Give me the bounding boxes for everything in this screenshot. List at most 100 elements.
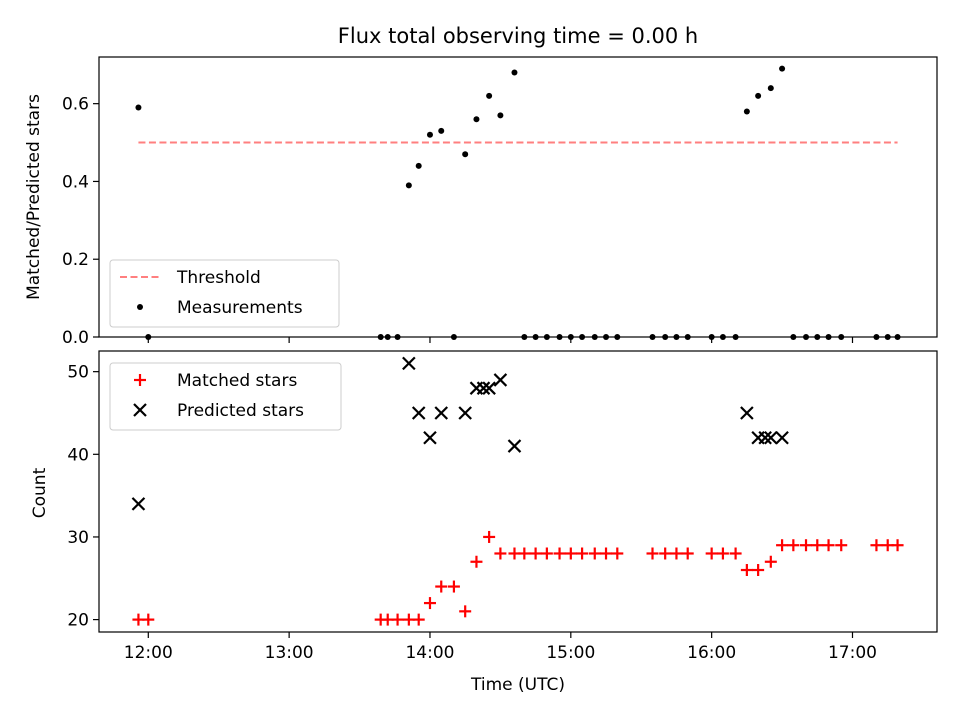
measurements-point [438, 127, 445, 134]
matched-stars-point [681, 547, 694, 560]
top-y-tick-label: 0.0 [62, 328, 89, 348]
matched-stars-point [822, 539, 835, 552]
top-panel: Matched/Predicted stars 0.0 0.2 0.4 0.6 Thre… [24, 56, 938, 348]
legend-marker-matched-stars [134, 374, 146, 386]
matched-stars-point [752, 564, 765, 577]
matched-stars-point [494, 547, 507, 560]
top-legend: Threshold Measurements [109, 259, 340, 328]
x-tick-label: 17:00 [828, 643, 877, 663]
matched-stars-point [142, 613, 155, 626]
predicted-stars-point [476, 381, 491, 395]
measurements-point [462, 151, 469, 158]
bottom-data [131, 356, 904, 626]
measurements-point [405, 182, 412, 189]
matched-stars-point [729, 547, 742, 560]
predicted-stars-point [458, 406, 472, 420]
predicted-stars-point [131, 497, 146, 511]
matched-stars-point [576, 547, 589, 560]
top-y-axis-label: Matched/Predicted stars [24, 94, 44, 300]
legend-label-matched-stars: Matched stars [177, 371, 297, 391]
measurements-point [743, 108, 750, 115]
measurements-point [415, 162, 422, 169]
bottom-y-axis-label: Count [30, 467, 50, 518]
legend-label-measurements: Measurements [177, 298, 303, 318]
matched-stars-point [611, 547, 624, 560]
legend-label-threshold: Threshold [176, 268, 261, 288]
x-tick-label: 15:00 [546, 643, 595, 663]
predicted-stars-point [493, 373, 508, 387]
matched-stars-point [447, 580, 460, 593]
legend-item-predicted-stars: Predicted stars [133, 401, 304, 421]
matched-stars-point [391, 613, 404, 626]
predicted-stars-point [482, 381, 496, 395]
predicted-stars-point [775, 431, 789, 445]
measurements-point [767, 85, 774, 92]
matched-stars-point [835, 539, 848, 552]
legend-item-measurements: Measurements [137, 298, 303, 318]
x-tick-label: 16:00 [687, 643, 736, 663]
bottom-panel: Count 20 30 40 50 12:00 13:00 14:00 15:00 16:00 1… [30, 350, 938, 663]
bottom-y-tick-label: 40 [67, 445, 89, 465]
matched-stars-point [659, 547, 672, 560]
bottom-y-tick-label: 50 [67, 363, 89, 383]
matched-stars-point [646, 547, 659, 560]
matched-stars-point [670, 547, 683, 560]
legend-label-predicted-stars: Predicted stars [177, 401, 304, 421]
top-y-tick-label: 0.6 [62, 95, 89, 115]
matched-stars-point [740, 564, 753, 577]
top-y-tick-label: 0.2 [62, 250, 89, 270]
top-plot-frame [98, 56, 938, 338]
matched-stars-point [553, 547, 566, 560]
x-tick-label: 12:00 [124, 643, 173, 663]
matched-stars-point [483, 530, 496, 543]
matched-stars-point [870, 539, 883, 552]
measurements-point [473, 116, 480, 123]
matched-stars-point [811, 539, 824, 552]
matched-stars-point [529, 547, 542, 560]
matched-stars-point [705, 547, 718, 560]
chart-title: Flux total observing time = 0.00 h [338, 24, 698, 48]
matched-stars-point [588, 547, 601, 560]
matched-stars-point [716, 547, 729, 560]
x-tick-label: 13:00 [265, 643, 314, 663]
predicted-stars-point [764, 431, 778, 445]
matched-stars-point [776, 539, 789, 552]
predicted-stars-point [740, 406, 754, 420]
matched-stars-point [600, 547, 613, 560]
x-tick-label: 14:00 [405, 643, 454, 663]
matched-stars-point [540, 547, 553, 560]
legend-item-matched-stars: Matched stars [134, 371, 297, 391]
matched-stars-point [459, 605, 472, 618]
legend-item-threshold: Threshold [120, 268, 261, 288]
predicted-stars-point [758, 431, 772, 445]
matched-stars-point [518, 547, 531, 560]
bottom-y-tick-label: 30 [67, 528, 89, 548]
measurements-point [497, 112, 504, 119]
top-y-tick-label: 0.4 [62, 172, 89, 192]
matched-stars-point [800, 539, 813, 552]
predicted-stars-point [434, 406, 449, 420]
bottom-y-tick-label: 20 [67, 611, 89, 631]
measurements-point [426, 131, 433, 138]
matched-stars-point [891, 539, 904, 552]
bottom-legend: Matched stars Predicted stars [109, 362, 342, 431]
matched-stars-point [564, 547, 577, 560]
bottom-plot-frame [98, 350, 938, 633]
matched-stars-point [764, 555, 777, 568]
predicted-stars-point [423, 431, 437, 445]
matched-stars-point [435, 580, 448, 593]
legend-marker-predicted-stars [133, 403, 147, 417]
matched-stars-point [470, 555, 483, 568]
predicted-stars-point [507, 439, 522, 453]
matched-stars-point [787, 539, 800, 552]
x-axis-label: Time (UTC) [470, 675, 565, 695]
measurements-point [486, 92, 493, 99]
legend-marker-measurements [137, 304, 143, 310]
measurements-point [135, 104, 142, 111]
predicted-stars-point [411, 406, 426, 420]
measurements-point [779, 65, 786, 72]
matched-stars-point [423, 597, 436, 610]
matched-stars-point [412, 613, 425, 626]
predicted-stars-point [402, 356, 416, 371]
